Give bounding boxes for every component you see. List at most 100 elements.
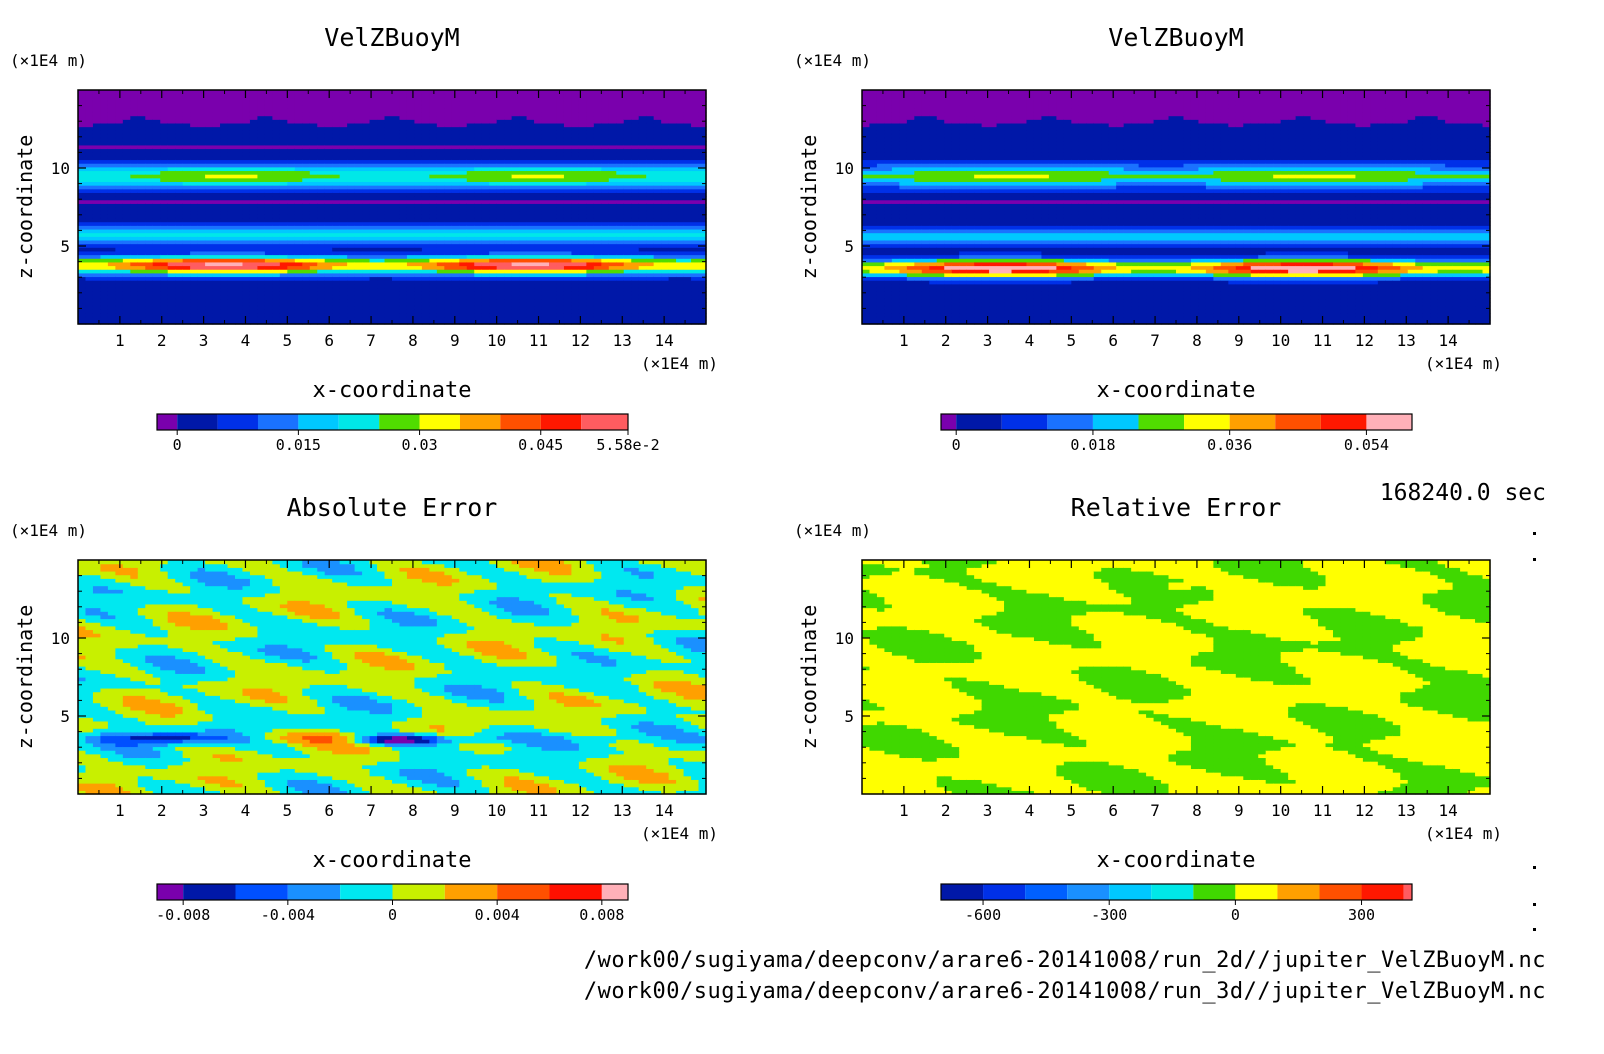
heatmap-cell xyxy=(429,174,438,179)
heatmap-cell xyxy=(459,239,468,245)
heatmap-cell xyxy=(653,283,662,289)
heatmap-cell xyxy=(534,181,543,186)
heatmap-cell xyxy=(339,192,348,197)
heatmap-cell xyxy=(257,265,266,270)
heatmap-cell xyxy=(631,196,640,201)
heatmap-cell xyxy=(399,122,408,128)
heatmap-cell xyxy=(511,291,520,296)
heatmap-cell xyxy=(309,108,318,113)
heatmap-cell xyxy=(556,320,565,325)
heatmap-cell xyxy=(362,258,371,263)
heatmap-cell xyxy=(399,170,408,175)
heatmap-cell xyxy=(317,199,326,204)
heatmap-cell xyxy=(534,188,543,193)
heatmap-cell xyxy=(653,309,662,314)
heatmap-cell xyxy=(556,283,565,289)
heatmap-cell xyxy=(444,302,453,307)
heatmap-cell xyxy=(205,152,214,157)
heatmap-cell xyxy=(294,309,303,314)
heatmap-cell xyxy=(339,93,348,98)
heatmap-cell xyxy=(623,280,632,285)
heatmap-cell xyxy=(377,166,386,172)
heatmap-cell xyxy=(227,283,236,289)
heatmap-cell xyxy=(586,199,595,204)
heatmap-cell xyxy=(623,265,632,270)
heatmap-cell xyxy=(549,192,558,197)
heatmap-cell xyxy=(182,239,191,245)
heatmap-cell xyxy=(459,294,468,300)
heatmap-cell xyxy=(578,272,587,278)
heatmap-cell xyxy=(489,265,498,270)
heatmap-cell xyxy=(317,122,326,128)
heatmap-cell xyxy=(175,122,184,128)
heatmap-cell xyxy=(107,276,116,281)
heatmap-cell xyxy=(496,302,505,307)
heatmap-cell xyxy=(324,221,333,226)
heatmap-cell xyxy=(324,104,333,109)
heatmap-cell xyxy=(257,291,266,296)
heatmap-cell xyxy=(137,148,146,153)
heatmap-cell xyxy=(197,320,206,325)
heatmap-cell xyxy=(137,177,146,183)
heatmap-cell xyxy=(616,254,625,259)
heatmap-cell xyxy=(631,97,640,102)
heatmap-cell xyxy=(190,100,199,106)
heatmap-cell xyxy=(549,313,558,318)
heatmap-cell xyxy=(249,170,259,175)
heatmap-cell xyxy=(152,104,161,109)
heatmap-cell xyxy=(317,130,326,135)
heatmap-cell xyxy=(160,166,169,172)
heatmap-cell xyxy=(653,166,662,172)
heatmap-cell xyxy=(145,122,154,128)
heatmap-cell xyxy=(279,166,288,172)
heatmap-cell xyxy=(167,130,176,135)
heatmap-cell xyxy=(593,291,602,296)
heatmap-cell xyxy=(496,115,505,120)
heatmap-cell xyxy=(347,166,356,172)
heatmap-cell xyxy=(444,258,453,263)
heatmap-cell xyxy=(414,170,423,175)
heatmap-cell xyxy=(309,302,318,307)
heatmap-cell xyxy=(122,214,131,219)
heatmap-cell xyxy=(160,225,169,230)
heatmap-cell xyxy=(294,291,303,296)
heatmap-cell xyxy=(294,97,303,102)
heatmap-cell xyxy=(145,276,154,281)
heatmap-cell xyxy=(459,119,468,124)
heatmap-cell xyxy=(623,100,632,106)
heatmap-cell xyxy=(362,316,371,321)
heatmap-cell xyxy=(616,141,625,146)
heatmap-cell xyxy=(309,181,318,186)
heatmap-cell xyxy=(324,148,333,153)
heatmap-cell xyxy=(436,239,445,245)
heatmap-cell xyxy=(541,254,550,259)
heatmap-cell xyxy=(534,159,543,164)
heatmap-cell xyxy=(377,159,386,164)
heatmap-cell xyxy=(78,302,87,307)
heatmap-cell xyxy=(593,97,602,102)
heatmap-cell xyxy=(369,144,378,150)
heatmap-cell xyxy=(279,239,288,245)
heatmap-cell xyxy=(257,272,266,278)
heatmap-cell xyxy=(100,272,109,278)
heatmap-cell xyxy=(347,265,356,270)
heatmap-cell xyxy=(534,108,543,113)
heatmap-cell xyxy=(302,166,311,172)
heatmap-cell xyxy=(593,174,602,179)
heatmap-cell xyxy=(78,272,87,278)
heatmap-cell xyxy=(182,276,191,281)
heatmap-cell xyxy=(182,221,191,226)
heatmap-cell xyxy=(257,111,266,117)
heatmap-cell xyxy=(92,174,102,179)
heatmap-cell xyxy=(481,122,490,128)
heatmap-cell xyxy=(504,305,513,310)
heatmap-cell xyxy=(317,258,326,263)
heatmap-cell xyxy=(249,152,259,157)
heatmap-cell xyxy=(616,185,625,190)
heatmap-cell xyxy=(317,126,326,131)
heatmap-cell xyxy=(444,170,453,175)
heatmap-cell xyxy=(220,243,229,248)
heatmap-cell xyxy=(646,130,655,135)
heatmap-cell xyxy=(235,170,244,175)
heatmap-cell xyxy=(339,283,348,289)
